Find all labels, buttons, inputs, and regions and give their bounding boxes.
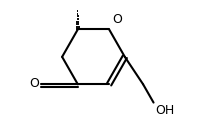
Text: O: O [29,77,39,90]
Text: O: O [112,13,122,26]
Text: OH: OH [155,104,174,117]
